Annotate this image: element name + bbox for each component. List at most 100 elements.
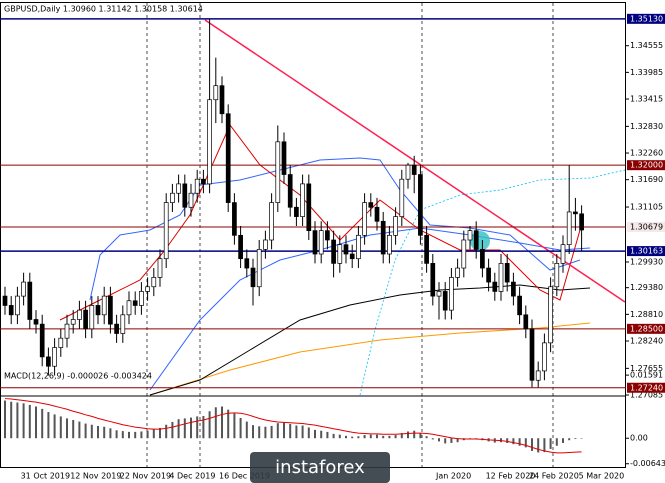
macd-bar	[72, 419, 75, 439]
candle-body	[461, 239, 467, 269]
candle-body	[318, 230, 324, 255]
candle-body	[95, 305, 101, 316]
candle-body	[325, 230, 330, 241]
macd-bar	[128, 431, 130, 439]
level-label: 1.27240	[630, 383, 663, 392]
macd-bar	[568, 438, 571, 441]
candle-body	[21, 281, 26, 297]
candle-body	[114, 323, 119, 334]
date-grid	[146, 3, 554, 467]
x-tick-label: 16 Dec 2019	[219, 472, 270, 481]
level-box	[627, 221, 665, 232]
macd-bar	[47, 412, 50, 439]
candle-body	[374, 206, 380, 222]
macd-bar	[419, 433, 422, 439]
candle-body	[194, 178, 200, 194]
candle-body	[337, 244, 343, 264]
y-tick-label: 1.27085	[630, 391, 663, 400]
y-tick-label: 1.33415	[630, 95, 663, 104]
macd-bar	[177, 419, 180, 439]
y-tick-label: 1.27655	[630, 364, 663, 373]
macd-bar	[35, 406, 37, 439]
candle-body	[343, 244, 349, 255]
macd-bar	[369, 434, 372, 439]
candle-body	[418, 174, 423, 236]
macd-bar	[345, 435, 347, 439]
macd-bar	[252, 425, 254, 439]
candle-body	[393, 216, 398, 236]
x-tick-label: 31 Oct 2019	[21, 472, 70, 481]
marks: 1.34555 1.33985 1.33415 1.32830 1.32260 1.316…	[0, 13, 665, 481]
y-tick-label: 1.31690	[630, 175, 663, 184]
macd-bar	[270, 425, 273, 439]
candle-body	[517, 295, 522, 316]
candle-body	[8, 305, 14, 316]
macd-bar	[580, 438, 583, 439]
candle-body	[424, 234, 429, 264]
candle-body	[573, 211, 578, 215]
level-box	[627, 13, 665, 24]
macd-bar	[438, 438, 440, 442]
y-tick-label: 1.29930	[630, 257, 663, 266]
level-box	[627, 382, 665, 393]
candle-body	[207, 99, 212, 185]
candle-body	[294, 206, 299, 217]
candle-body	[287, 174, 293, 208]
macd-bar	[506, 438, 509, 443]
candle-body	[33, 319, 39, 325]
candle-body	[306, 183, 312, 231]
candle-body	[380, 220, 386, 255]
candle-body	[232, 202, 237, 236]
macd-bar	[444, 438, 447, 444]
candle-body	[480, 248, 485, 269]
candle-body	[492, 281, 498, 292]
macd-tick-label: 0.00	[630, 434, 648, 443]
macd-bar	[202, 416, 205, 439]
macd-bar	[121, 431, 124, 439]
candle-body	[120, 314, 126, 334]
macd-bar	[190, 417, 192, 439]
candle-body	[182, 183, 188, 208]
macd-bar	[59, 416, 62, 439]
candle-body	[405, 164, 411, 180]
candle-body	[52, 347, 57, 367]
macd-bar	[258, 426, 261, 439]
y-tick-label: 1.32830	[630, 122, 663, 131]
macd-bar	[332, 433, 335, 439]
candle-body	[219, 85, 225, 115]
y-tick-label: 1.34555	[630, 41, 663, 50]
candle-body	[269, 202, 274, 241]
candle-body	[188, 192, 194, 208]
macd-bar	[245, 421, 248, 439]
macd-bar	[264, 426, 267, 439]
macd-bar	[555, 438, 558, 446]
candle-body	[39, 323, 45, 358]
y-tick-label: 1.33985	[630, 68, 663, 77]
macd-bar	[140, 431, 143, 439]
candle-body	[579, 213, 584, 231]
candle-body	[170, 192, 175, 203]
macd-bar	[400, 433, 403, 439]
candle-body	[2, 295, 8, 306]
macd-bar	[4, 400, 6, 439]
macd-bar	[543, 438, 546, 453]
candle-body	[89, 305, 95, 330]
candle-body	[486, 267, 491, 283]
x-tick-label: 22 Nov 2019	[120, 472, 171, 481]
macd-bar	[562, 438, 564, 443]
x-tick-label: 24 Feb 2020	[529, 472, 579, 481]
macd-bar	[78, 421, 81, 439]
level-label: 1.32000	[630, 161, 663, 170]
macd-bar	[431, 438, 434, 440]
macd-bar	[103, 426, 106, 439]
candle-body	[436, 291, 442, 297]
macd-bar	[320, 430, 323, 439]
candle-body	[77, 309, 82, 320]
level-box	[627, 323, 665, 334]
macd-bar	[549, 438, 552, 449]
candle-body	[281, 141, 287, 175]
macd-bar	[413, 430, 416, 439]
candle-body	[560, 244, 566, 264]
candle-body	[176, 183, 181, 194]
x-tick-label: Jan 2020	[435, 472, 471, 481]
